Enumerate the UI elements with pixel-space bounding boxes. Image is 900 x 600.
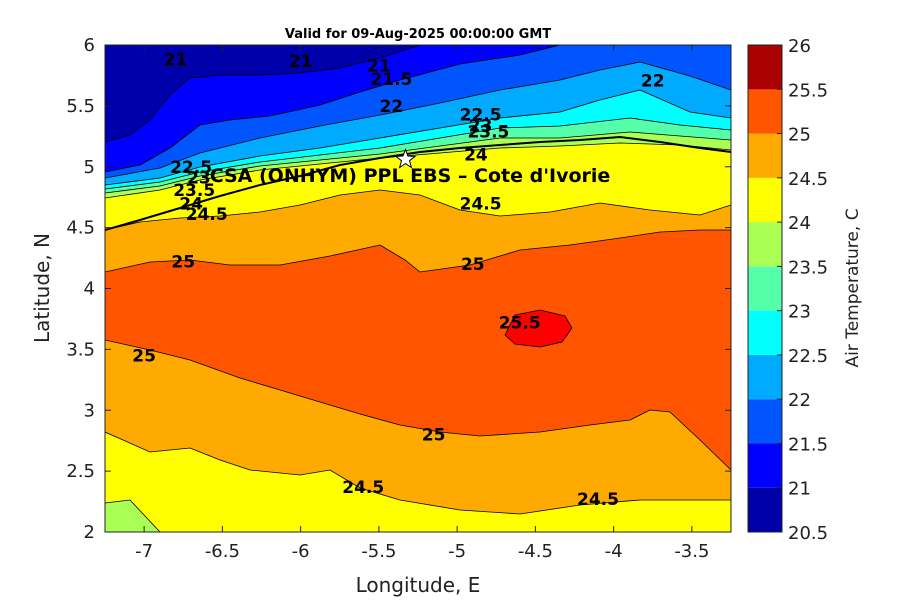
y-tick-label: 6: [84, 35, 95, 56]
colorbar-tick-label: 24: [788, 213, 811, 234]
y-tick-label: 2.5: [66, 461, 95, 482]
colorbar-swatch: [748, 354, 782, 400]
plot-area: [105, 45, 731, 532]
band-23.5-lower: [105, 500, 160, 532]
contour-label: 24.5: [342, 478, 384, 498]
contour-label: 25.5: [499, 314, 541, 334]
y-tick-label: 4.5: [66, 218, 95, 239]
colorbar-tick-label: 21: [788, 479, 811, 500]
y-tick-label: 2: [84, 522, 95, 543]
x-axis-label: Longitude, E: [356, 573, 481, 597]
y-tick-label: 3: [84, 400, 95, 421]
contour-label: 23.5: [467, 122, 509, 142]
colorbar-tick-label: 23.5: [788, 257, 828, 278]
colorbar-swatch: [748, 443, 782, 488]
colorbar-tick-label: 26: [788, 36, 811, 57]
x-tick-label: -6.5: [205, 541, 240, 562]
colorbar: 20.5 21 21.5 22 22.5 23 23.5 24 24.5 25 25.5 26: [747, 36, 828, 544]
colorbar-tick-label: 20.5: [788, 523, 828, 544]
contour-label: 22.5: [460, 105, 502, 125]
colorbar-tick-label: 21.5: [788, 434, 828, 455]
contour-label: 21: [289, 52, 313, 72]
contour-label: 21.5: [370, 70, 412, 90]
colorbar-swatch: [748, 133, 782, 178]
x-tick-label: -5.5: [361, 541, 396, 562]
y-tick-label: 3.5: [66, 339, 95, 360]
colorbar-tick-label: 22: [788, 390, 811, 411]
colorbar-swatch: [748, 222, 782, 267]
colorbar-tick-label: 25: [788, 125, 811, 146]
contour-label: 21: [164, 51, 188, 71]
colorbar-swatch: [748, 310, 782, 355]
colorbar-swatch: [748, 266, 782, 311]
colorbar-frame: [747, 44, 783, 533]
contour-lines: [105, 45, 731, 532]
contour-labels: 21 21 2121.5222222.52323.52422.52323.52424…: [132, 51, 664, 511]
contour-label: 22.5: [170, 158, 212, 178]
contour-label: 25: [132, 346, 156, 366]
y-tick-label: 5: [84, 157, 95, 178]
band-20.5: [105, 45, 420, 142]
colorbar-tick-label: 24.5: [788, 169, 828, 190]
band-25.5: [505, 310, 572, 347]
band-24-lower: [105, 432, 731, 532]
contour-label: 24.5: [186, 205, 228, 225]
site-marker: [394, 147, 417, 169]
colorbar-swatch: [748, 399, 782, 444]
coastline: [105, 135, 731, 231]
contour-label: 22: [641, 71, 665, 91]
colorbar-swatch-top: [748, 45, 782, 90]
contour-label: 25: [422, 426, 446, 446]
y-axis-label: Latitude, N: [30, 233, 54, 343]
x-tick-label: -6: [292, 541, 310, 562]
colorbar-label: Air Temperature, C: [843, 208, 863, 367]
y-tick-label: 4: [84, 279, 95, 300]
contour-label: 24: [464, 146, 488, 166]
x-tick-label: -3.5: [674, 541, 709, 562]
contour-label: 24: [179, 194, 203, 214]
y-tick-label: 5.5: [66, 96, 95, 117]
contour-label: 24.5: [460, 194, 502, 214]
contour-label: 23: [469, 116, 493, 136]
colorbar-swatch: [748, 177, 782, 223]
x-tick-label: -4: [605, 541, 623, 562]
colorbar-swatch: [748, 89, 782, 134]
band-21: [105, 45, 560, 172]
colorbar-tick-label: 22.5: [788, 346, 828, 367]
contour-label: 23.5: [173, 181, 215, 201]
contour-label: 22: [380, 97, 404, 117]
site-annotation: CSA (ONHYM) PPL EBS – Cote d'Ivorie: [210, 165, 611, 187]
contour-label: 25: [461, 255, 485, 275]
contour-label: 24.5: [577, 490, 619, 510]
contour-label: 23: [187, 169, 211, 189]
x-tick-label: -4.5: [518, 541, 553, 562]
chart-title: Valid for 09-Aug-2025 00:00:00 GMT: [285, 27, 551, 42]
colorbar-tick-label: 25.5: [788, 80, 828, 101]
contour-label: 21: [367, 57, 391, 77]
site-star-icon: [394, 147, 417, 169]
x-tick-label: -5: [448, 541, 466, 562]
colorbar-swatch: [748, 487, 782, 532]
band-25: [105, 230, 731, 470]
y-axis: 22.533.544.555.56: [66, 35, 731, 543]
x-tick-label: -7: [135, 541, 153, 562]
colorbar-tick-label: 23: [788, 302, 811, 323]
x-axis: -7 -6.5 -6 -5.5 -5 -4.5 -4 -3.5: [135, 45, 709, 562]
contour-label: 25: [171, 253, 195, 273]
